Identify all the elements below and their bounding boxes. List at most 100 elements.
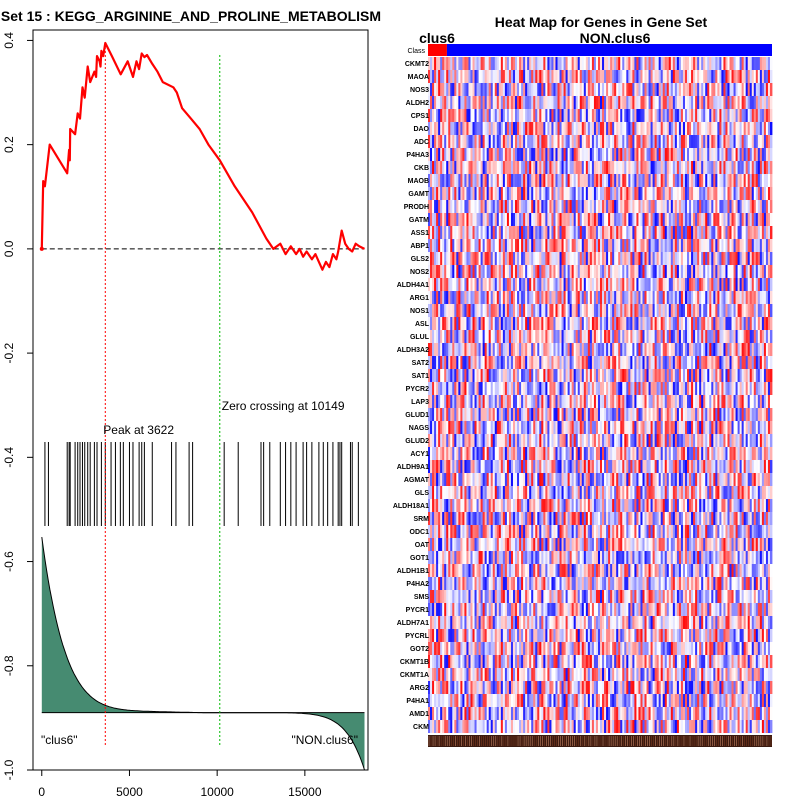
heatmap-cell (719, 187, 722, 200)
heatmap-cell (436, 161, 439, 174)
heatmap-cell (739, 239, 743, 252)
heatmap-cell (640, 70, 643, 83)
heatmap-cell (583, 96, 587, 109)
heatmap-cell (761, 252, 765, 265)
heatmap-cell (634, 187, 637, 200)
heatmap-cell (626, 291, 629, 304)
heatmap-cell (484, 252, 488, 265)
heatmap-cell (703, 187, 706, 200)
heatmap-cell (442, 382, 445, 395)
heatmap-cell (727, 304, 730, 317)
heatmap-cell (660, 239, 664, 252)
heatmap-cell (577, 200, 581, 213)
heatmap-cell (442, 122, 445, 135)
heatmap-cell (533, 96, 536, 109)
heatmap-cell (674, 356, 678, 369)
heatmap-cell (551, 57, 554, 70)
heatmap-cell (549, 83, 552, 96)
heatmap-cell (515, 161, 518, 174)
heatmap-cell (476, 187, 479, 200)
heatmap-cell (512, 187, 516, 200)
heatmap-cell (618, 226, 621, 239)
heatmap-cell (559, 343, 562, 356)
heatmap-row (428, 135, 773, 148)
heatmap-cell (430, 317, 433, 330)
heatmap-cell (697, 239, 700, 252)
heatmap-cell (721, 83, 724, 96)
heatmap-cell (612, 148, 615, 161)
heatmap-cell (662, 239, 666, 252)
heatmap-cell (512, 161, 516, 174)
heatmap-cell (454, 356, 457, 369)
heatmap-cell (583, 421, 587, 434)
heatmap-cell (446, 57, 449, 70)
heatmap-cell (541, 291, 544, 304)
heatmap-cell (626, 96, 629, 109)
heatmap-cell (707, 135, 710, 148)
heatmap-cell (684, 252, 688, 265)
heatmap-cell (733, 343, 736, 356)
heatmap-cell (719, 317, 722, 330)
heatmap-cell (614, 408, 617, 421)
heatmap-cell (569, 408, 573, 421)
heatmap-cell (646, 200, 649, 213)
heatmap-cell (490, 161, 494, 174)
heatmap-cell (539, 174, 542, 187)
heatmap-cell (553, 70, 556, 83)
heatmap-cell (450, 356, 453, 369)
heatmap-cell (456, 317, 459, 330)
heatmap-cell (494, 213, 498, 226)
heatmap-cell (478, 161, 482, 174)
heatmap-cell (533, 148, 536, 161)
heatmap-cell (721, 161, 724, 174)
heatmap-cell (640, 57, 643, 70)
class-bar-clus6 (428, 44, 447, 56)
heatmap-cell (595, 135, 599, 148)
heatmap-cell (569, 226, 573, 239)
heatmap-cell (723, 408, 726, 421)
heatmap-cell (759, 330, 763, 343)
heatmap-cell (602, 83, 605, 96)
heatmap-cell (713, 161, 716, 174)
heatmap-cell (715, 83, 718, 96)
heatmap-cell (498, 265, 502, 278)
heatmap-cell (490, 369, 494, 382)
heatmap-cell (656, 291, 660, 304)
heatmap-cell (525, 239, 528, 252)
heatmap-cell (539, 70, 542, 83)
heatmap-cell (525, 109, 528, 122)
heatmap-cell (529, 317, 532, 330)
heatmap-cell (636, 96, 639, 109)
heatmap-cell (539, 109, 542, 122)
heatmap-cell (638, 83, 641, 96)
heatmap-cell (478, 187, 482, 200)
heatmap-cell (533, 252, 536, 265)
heatmap-cell (458, 330, 461, 343)
heatmap-cell (581, 304, 585, 317)
heatmap-cell (430, 161, 433, 174)
heatmap-cell (539, 395, 542, 408)
heatmap-cell (595, 122, 599, 135)
heatmap-cell (767, 265, 771, 278)
heatmap-cell (529, 343, 532, 356)
heatmap-cell (614, 252, 617, 265)
heatmap-cell (506, 161, 510, 174)
heatmap-cell (689, 239, 692, 252)
heatmap-cell (577, 265, 581, 278)
heatmap-cell (626, 57, 629, 70)
heatmap-cell (672, 200, 676, 213)
heatmap-cell (666, 96, 670, 109)
heatmap-cell (616, 369, 619, 382)
heatmap-cell (721, 291, 724, 304)
heatmap-cell (591, 252, 595, 265)
gsea-enrichment-plot: Gene Set 15 : KEGG_ARGININE_AND_PROLINE_… (0, 8, 381, 799)
heatmap-cell (626, 317, 629, 330)
heatmap-cell (470, 148, 473, 161)
heatmap-cell (587, 135, 591, 148)
heatmap-cell (699, 330, 702, 343)
heatmap-cell (701, 213, 704, 226)
heatmap-cell (517, 213, 520, 226)
heatmap-cell (541, 343, 544, 356)
heatmap-cell (644, 109, 647, 122)
gene-label: GLUL (410, 334, 430, 341)
